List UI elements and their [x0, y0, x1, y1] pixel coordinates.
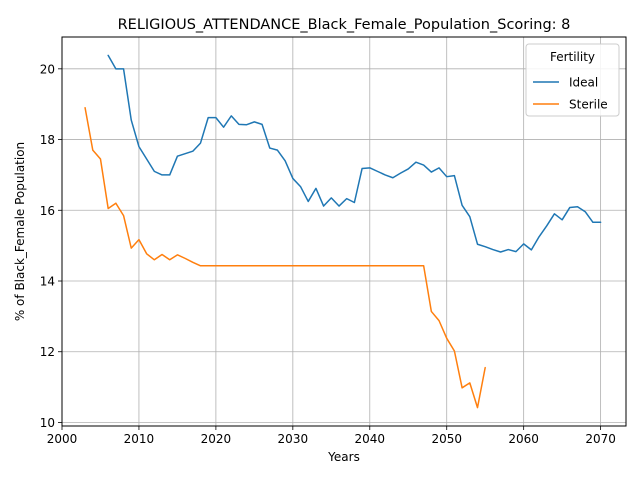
x-tick-label: 2060	[508, 432, 539, 446]
legend-title: Fertility	[550, 50, 595, 64]
x-tick-label: 2050	[431, 432, 462, 446]
x-tick-label: 2010	[124, 432, 155, 446]
series-layer	[84, 54, 602, 409]
x-tick-label: 2040	[355, 432, 386, 446]
y-tick-label: 14	[40, 275, 55, 289]
plot-area-frame	[61, 36, 627, 427]
y-tick-label: 12	[40, 345, 55, 359]
y-tick-label: 18	[40, 133, 55, 147]
series-line-sterile	[84, 106, 486, 409]
y-tick-label: 10	[40, 416, 55, 430]
x-tick-label: 2000	[47, 432, 78, 446]
x-axis-ticks: 2000 2010 2020 2030 2040 2050 2060 2070	[47, 426, 616, 446]
y-axis-ticks: 10 12 14 16 18 20	[40, 62, 62, 430]
legend: Fertility Ideal Sterile	[525, 43, 620, 117]
y-axis-label: % of Black_Female Population	[13, 142, 27, 321]
legend-items: Ideal Sterile	[533, 76, 608, 112]
y-tick-label: 16	[40, 204, 55, 218]
series-line-ideal	[107, 54, 602, 253]
x-tick-label: 2020	[201, 432, 232, 446]
chart-title: RELIGIOUS_ATTENDANCE_Black_Female_Popula…	[118, 17, 571, 33]
legend-box	[525, 43, 620, 117]
x-tick-label: 2030	[278, 432, 309, 446]
x-axis-label: Years	[327, 450, 360, 464]
legend-label-ideal: Ideal	[569, 76, 598, 90]
legend-label-sterile: Sterile	[569, 98, 608, 112]
y-tick-label: 20	[40, 62, 55, 76]
x-tick-label: 2070	[585, 432, 616, 446]
